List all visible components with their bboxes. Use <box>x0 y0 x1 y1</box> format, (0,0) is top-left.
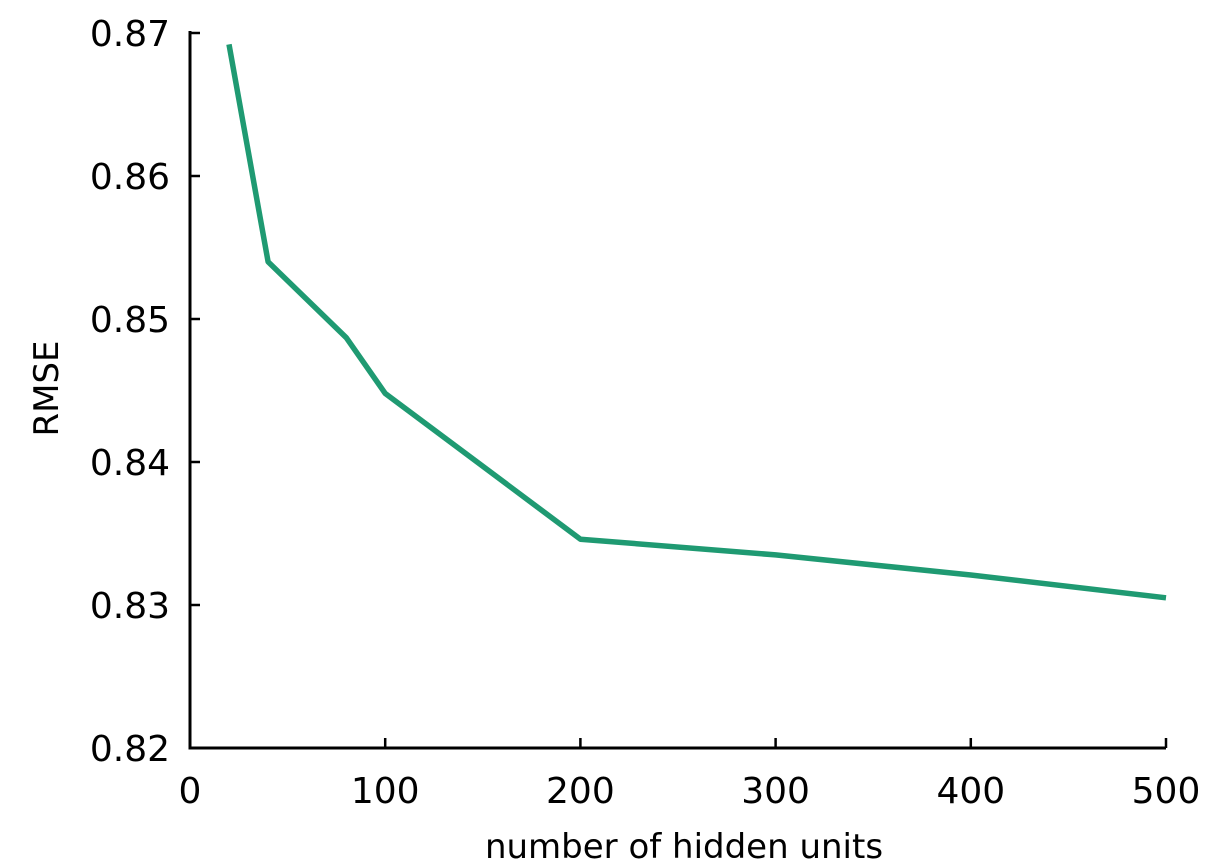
y-tick-label: 0.84 <box>90 443 170 484</box>
y-tick-label: 0.87 <box>90 14 170 55</box>
x-tick-label: 0 <box>179 771 202 812</box>
y-tick-label: 0.83 <box>90 586 170 627</box>
y-tick-label: 0.85 <box>90 300 170 341</box>
x-axis-title: number of hidden units <box>485 827 883 865</box>
series-line <box>226 43 1167 601</box>
y-tick-label: 0.82 <box>90 729 170 770</box>
y-tick-label: 0.86 <box>90 157 170 198</box>
y-axis-ticks: 0.82 0.83 0.84 0.85 0.86 0.87 <box>90 14 200 770</box>
x-tick-label: 300 <box>741 771 810 812</box>
x-tick-label: 400 <box>936 771 1005 812</box>
x-tick-label: 500 <box>1132 771 1201 812</box>
y-axis-title: RMSE <box>27 340 67 436</box>
x-axis-ticks: 0 100 200 300 400 500 <box>179 738 1201 812</box>
series-layer <box>226 43 1167 601</box>
x-tick-label: 100 <box>351 771 420 812</box>
x-tick-label: 200 <box>546 771 615 812</box>
